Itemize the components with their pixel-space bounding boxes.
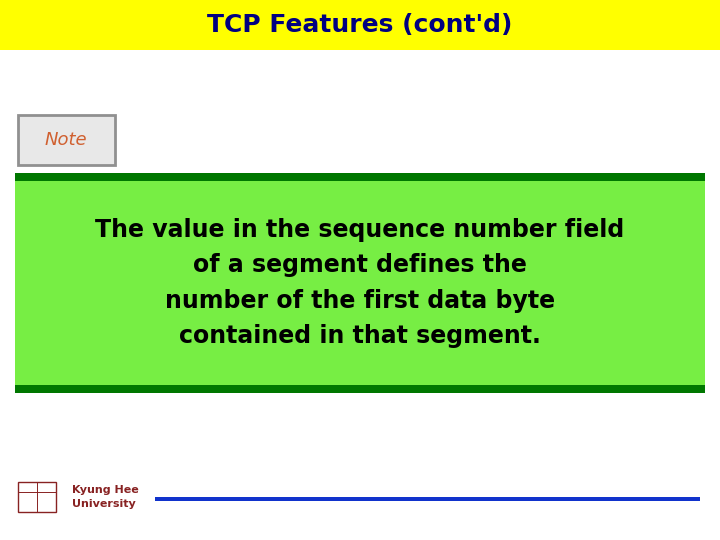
Text: The value in the sequence number field
of a segment defines the
number of the fi: The value in the sequence number field o… xyxy=(95,218,625,348)
Text: TCP Features (cont'd): TCP Features (cont'd) xyxy=(207,13,513,37)
Bar xyxy=(18,115,115,165)
Bar xyxy=(155,497,700,501)
Bar xyxy=(15,385,705,393)
Bar xyxy=(15,181,705,385)
Text: Kyung Hee
University: Kyung Hee University xyxy=(72,484,139,509)
Bar xyxy=(15,173,705,181)
Bar xyxy=(0,0,720,50)
Text: Note: Note xyxy=(45,131,87,149)
Bar xyxy=(18,482,56,512)
